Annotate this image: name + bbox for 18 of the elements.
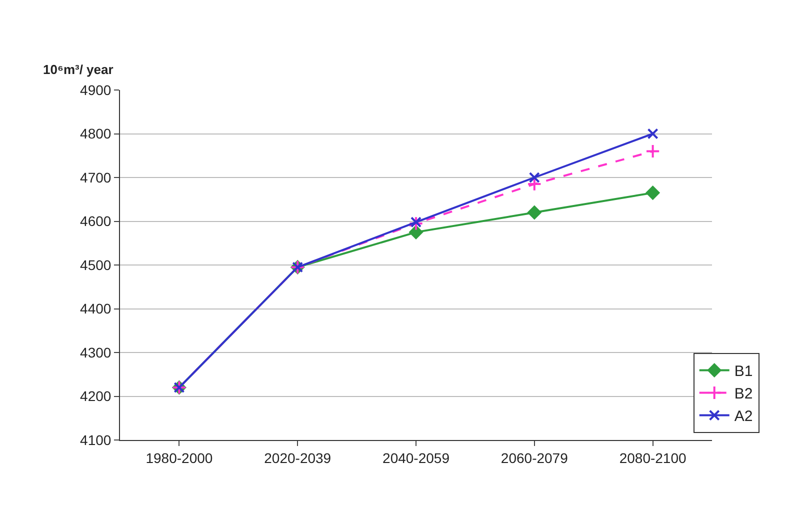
y-tick-label: 4300 [80, 344, 112, 360]
x-tick-label: 2040-2059 [382, 450, 450, 466]
y-tick-label: 4400 [80, 300, 112, 317]
y-tick-label: 4700 [80, 169, 112, 186]
x-tick-label: 1980-2000 [146, 450, 213, 466]
legend-label: B2 [734, 386, 753, 403]
x-tick-label: 2060-2079 [500, 450, 568, 466]
y-tick-label: 4100 [80, 432, 112, 448]
x-tick-label: 2020-2039 [264, 450, 332, 466]
x-tick-label: 2080-2100 [619, 450, 686, 466]
y-tick-label: 4600 [80, 213, 112, 230]
legend-label: A2 [734, 408, 753, 426]
y-tick-label: 4200 [80, 388, 112, 404]
y-tick-label: 4800 [80, 126, 112, 142]
legend-label: B1 [734, 363, 753, 380]
y-tick-label: 4900 [80, 82, 112, 98]
y-tick-label: 4500 [80, 256, 112, 273]
y-axis-title: 10⁶m³/ year [43, 62, 114, 77]
